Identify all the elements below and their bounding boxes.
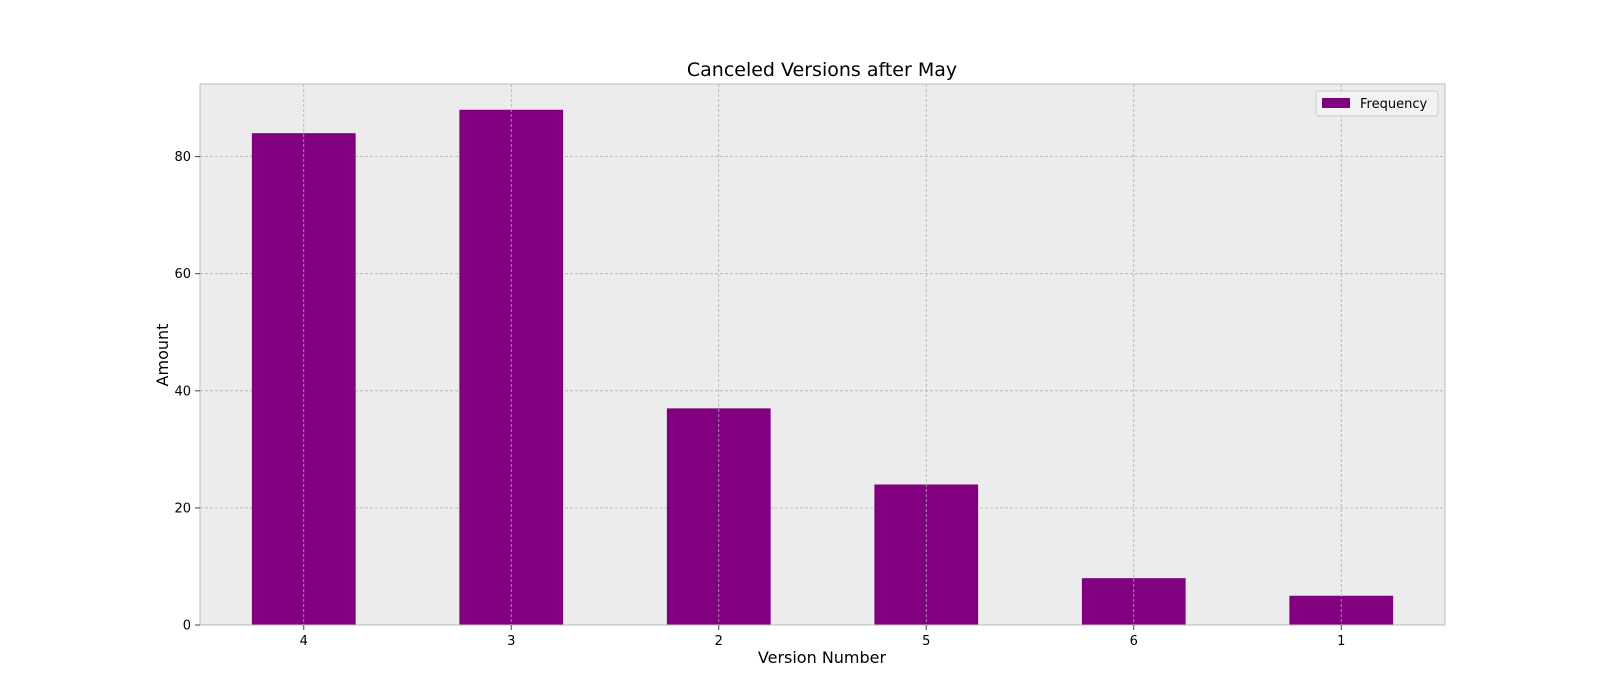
plot-area [200, 84, 1445, 625]
x-tick-label: 6 [1130, 634, 1138, 649]
y-tick-label: 20 [174, 501, 191, 516]
x-tick-label: 3 [507, 634, 515, 649]
legend-label: Frequency [1360, 97, 1427, 112]
y-tick-label: 40 [174, 384, 191, 399]
chart-title: Canceled Versions after May [687, 59, 957, 81]
bar [459, 109, 564, 625]
x-tick-label: 1 [1337, 634, 1345, 649]
plot-frame [199, 83, 1446, 626]
x-tick-label: 2 [715, 634, 723, 649]
y-axis-label: Amount [153, 324, 172, 387]
x-tick-label: 4 [300, 634, 308, 649]
x-axis-label: Version Number [758, 648, 887, 667]
ticks: 0 20 40 60 80 4 3 2 5 6 1 [174, 150, 1345, 649]
legend-swatch [1322, 98, 1350, 108]
y-tick-label: 80 [174, 150, 191, 165]
legend: Frequency [1315, 90, 1439, 117]
legend-box [1315, 90, 1439, 117]
x-tick-label: 5 [922, 634, 930, 649]
y-tick-label: 60 [174, 267, 191, 282]
y-tick-label: 0 [183, 619, 191, 634]
vertical-grid-lines [303, 84, 1342, 625]
